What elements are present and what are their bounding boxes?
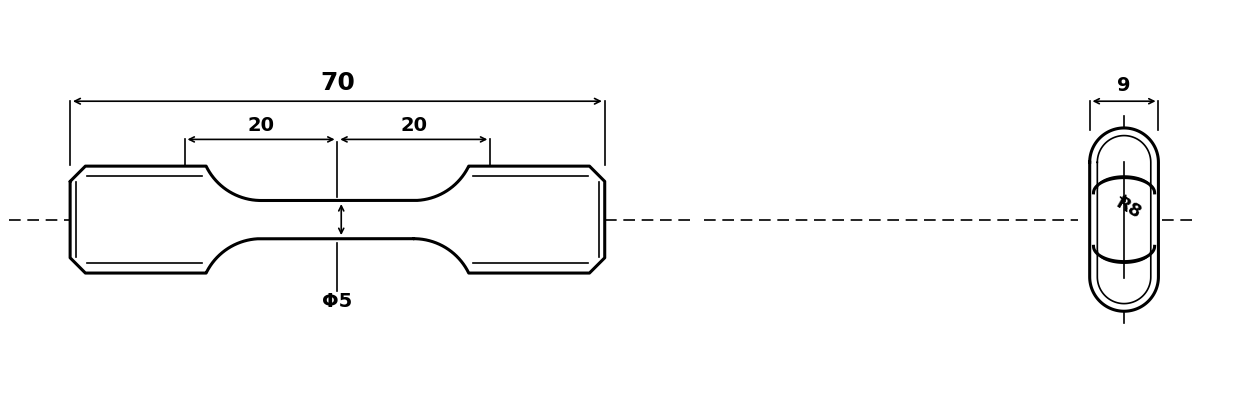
- Text: 20: 20: [401, 116, 428, 135]
- Text: Φ5: Φ5: [322, 292, 352, 311]
- Text: 20: 20: [248, 116, 274, 135]
- Text: 9: 9: [1117, 76, 1131, 95]
- Text: R8: R8: [1112, 194, 1145, 223]
- Text: 70: 70: [320, 71, 355, 95]
